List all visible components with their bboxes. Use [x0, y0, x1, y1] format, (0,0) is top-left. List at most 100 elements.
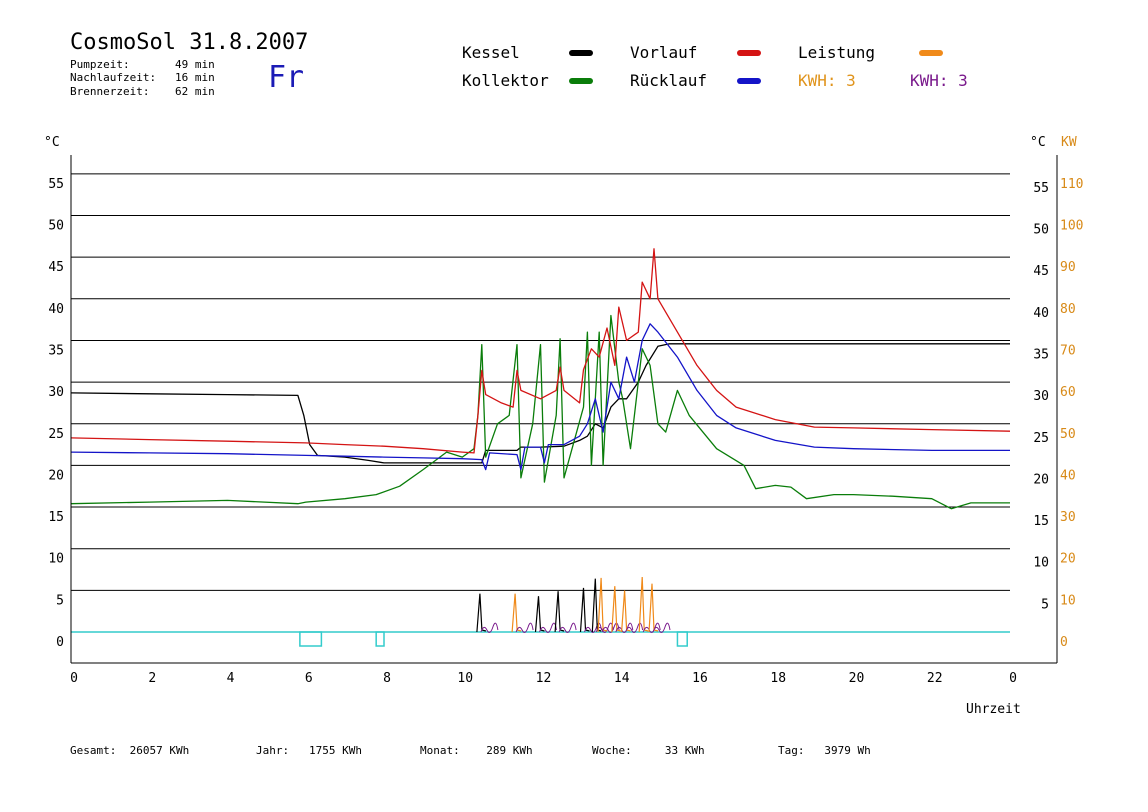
- power-peak-2: [534, 596, 545, 633]
- y-tick-left-5: 5: [56, 593, 64, 608]
- y-tick-right-5: 5: [1041, 597, 1049, 612]
- y-tick-right-10: 10: [1033, 556, 1049, 571]
- chart-title: CosmoSol 31.8.2007: [70, 30, 309, 55]
- y-tick-right-40: 40: [1033, 306, 1049, 321]
- pump-interval-1: [375, 631, 385, 647]
- x-tick-7: 14: [614, 671, 630, 686]
- kwh-wiggle-8: [625, 622, 644, 633]
- weekday-label: Fr: [268, 60, 305, 95]
- y-tick-left-50: 50: [48, 219, 64, 234]
- y-tick-left-20: 20: [48, 468, 64, 483]
- y-axis-kw-unit: KW: [1061, 135, 1077, 150]
- y-tick-kw-100: 100: [1060, 219, 1083, 234]
- y-tick-kw-110: 110: [1060, 177, 1083, 192]
- footer-woche: Woche: 33 KWh: [592, 744, 705, 757]
- kwh-wiggle-5: [595, 622, 614, 633]
- kwh-wiggle-1: [515, 622, 534, 633]
- x-tick-1: 2: [148, 671, 156, 686]
- legend-kwh-purple: KWH: 3: [910, 71, 968, 90]
- footer-jahr: Jahr: 1755 KWh: [256, 744, 362, 757]
- y-tick-right-55: 55: [1033, 181, 1049, 196]
- kwh-wiggle-9: [642, 622, 661, 633]
- power-peak-4: [579, 587, 590, 633]
- x-tick-0: 0: [70, 671, 78, 686]
- y-tick-kw-50: 50: [1060, 427, 1076, 442]
- legend-kessel-label: Kessel: [462, 43, 520, 62]
- legend-swatches: [569, 50, 943, 84]
- power-peak-10: [648, 583, 659, 633]
- power-peak-5: [591, 578, 602, 633]
- y-tick-right-45: 45: [1033, 264, 1049, 279]
- kwh-wiggle-4: [584, 622, 602, 633]
- stat-value-nachlaufzeit: 16 min: [175, 71, 215, 84]
- stat-label-nachlaufzeit: Nachlaufzeit:: [70, 71, 157, 84]
- footer-monat: Monat: 289 KWh: [420, 744, 533, 757]
- y-tick-left-30: 30: [48, 385, 64, 400]
- x-tick-10: 20: [849, 671, 865, 686]
- series-line-vorlauf: [70, 248, 1011, 454]
- kwh-wiggle-2: [539, 622, 557, 633]
- power-peak-9: [638, 576, 649, 633]
- x-tick-12: 0: [1009, 671, 1017, 686]
- kwh-wiggle-7: [615, 622, 634, 633]
- stat-value-brennerzeit: 62 min: [175, 85, 215, 98]
- footer-gesamt: Gesamt: 26057 KWh: [70, 744, 190, 757]
- y-tick-kw-80: 80: [1060, 302, 1076, 317]
- x-tick-9: 18: [770, 671, 786, 686]
- x-axis-label: Uhrzeit: [966, 702, 1021, 717]
- x-tick-2: 4: [227, 671, 235, 686]
- y-tick-kw-20: 20: [1060, 552, 1076, 567]
- y-tick-right-50: 50: [1033, 223, 1049, 238]
- x-tick-8: 16: [692, 671, 708, 686]
- series-line-ruecklauf: [70, 323, 1010, 471]
- power-peaks: [476, 576, 671, 633]
- legend-kwh-orange: KWH: 3: [798, 71, 856, 90]
- x-tick-4: 8: [383, 671, 391, 686]
- pump-interval-2: [676, 631, 688, 647]
- y-tick-left-10: 10: [48, 552, 64, 567]
- kwh-wiggle-10: [652, 622, 671, 633]
- y-tick-kw-30: 30: [1060, 510, 1076, 525]
- y-tick-right-25: 25: [1033, 431, 1049, 446]
- y-tick-left-35: 35: [48, 343, 64, 358]
- legend-kollektor-label: Kollektor: [462, 71, 549, 90]
- power-peak-3: [554, 591, 565, 633]
- y-tick-kw-90: 90: [1060, 260, 1076, 275]
- stat-label-pumpzeit: Pumpzeit:: [70, 58, 130, 71]
- x-tick-6: 12: [536, 671, 552, 686]
- y-tick-left-45: 45: [48, 260, 64, 275]
- legend-vorlauf-label: Vorlauf: [630, 43, 698, 62]
- power-peak-6: [597, 577, 608, 633]
- footer-tag: Tag: 3979 Wh: [778, 744, 871, 757]
- series-line-kollektor: [70, 314, 1010, 510]
- power-peak-1: [511, 593, 522, 633]
- y-tick-kw-60: 60: [1060, 385, 1076, 400]
- axes: [70, 155, 1058, 664]
- y-tick-right-30: 30: [1033, 389, 1049, 404]
- kwh-wiggle-0: [480, 622, 499, 633]
- kwh-wiggle-3: [558, 622, 577, 633]
- grid-lines: [71, 173, 1010, 633]
- y-tick-right-20: 20: [1033, 472, 1049, 487]
- y-tick-left-25: 25: [48, 427, 64, 442]
- y-axis-right-unit: °C: [1030, 135, 1046, 150]
- power-peak-8: [621, 590, 631, 633]
- stat-value-pumpzeit: 49 min: [175, 58, 215, 71]
- x-tick-3: 6: [305, 671, 313, 686]
- y-tick-left-55: 55: [48, 177, 64, 192]
- x-tick-11: 22: [927, 671, 943, 686]
- y-tick-left-0: 0: [56, 635, 64, 650]
- legend-ruecklauf-label: Rücklauf: [630, 71, 708, 90]
- tick-labels: 0 2 4 6 8 10 12 14 16 18 20 22 005101520253035404550…: [48, 177, 1083, 686]
- power-peak-7: [611, 586, 621, 633]
- y-axis-left-unit: °C: [44, 135, 60, 150]
- x-tick-5: 10: [457, 671, 473, 686]
- y-tick-kw-70: 70: [1060, 343, 1076, 358]
- y-tick-left-40: 40: [48, 302, 64, 317]
- y-tick-kw-0: 0: [1060, 635, 1068, 650]
- legend-leistung-label: Leistung: [798, 43, 876, 62]
- pump-indicator: [71, 631, 1010, 647]
- y-tick-kw-10: 10: [1060, 593, 1076, 608]
- series-lines: [70, 248, 1011, 510]
